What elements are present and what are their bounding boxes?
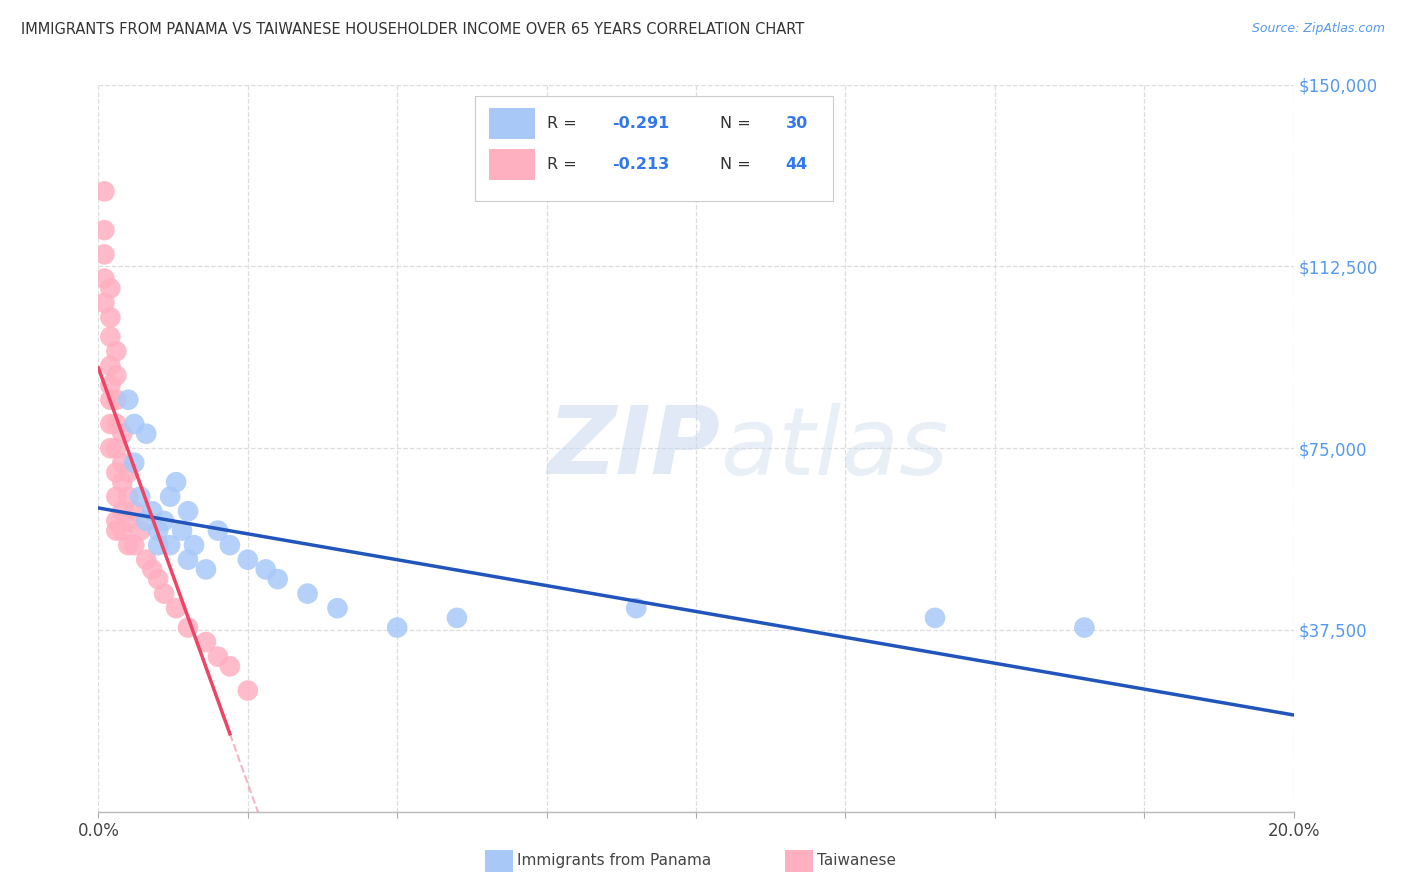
- Point: [117, 392, 139, 407]
- Point: [207, 524, 229, 538]
- Point: [105, 524, 128, 538]
- Point: [129, 524, 152, 538]
- Point: [446, 611, 468, 625]
- Point: [177, 552, 200, 566]
- Point: [111, 475, 134, 490]
- Point: [148, 572, 170, 586]
- Point: [98, 442, 122, 455]
- Point: [105, 514, 128, 528]
- Point: [117, 538, 139, 552]
- Point: [98, 417, 122, 431]
- Text: Source: ZipAtlas.com: Source: ZipAtlas.com: [1251, 22, 1385, 36]
- Point: [165, 475, 187, 490]
- Point: [98, 378, 122, 392]
- Point: [117, 514, 139, 528]
- Point: [159, 538, 181, 552]
- Point: [117, 466, 139, 480]
- Text: R =: R =: [547, 116, 582, 131]
- Point: [124, 417, 146, 431]
- Text: Immigrants from Panama: Immigrants from Panama: [517, 853, 711, 868]
- Point: [236, 552, 259, 566]
- Text: Taiwanese: Taiwanese: [817, 853, 896, 868]
- Point: [1073, 621, 1095, 635]
- Point: [105, 442, 128, 455]
- Point: [93, 271, 115, 285]
- Point: [93, 247, 115, 261]
- Point: [254, 562, 277, 576]
- Point: [135, 426, 157, 441]
- Point: [141, 562, 163, 576]
- Point: [124, 504, 146, 518]
- Point: [172, 524, 194, 538]
- Point: [159, 490, 181, 504]
- Point: [135, 514, 157, 528]
- Point: [148, 524, 170, 538]
- Text: N =: N =: [720, 116, 756, 131]
- Point: [177, 621, 200, 635]
- Point: [129, 490, 152, 504]
- Point: [267, 572, 290, 586]
- Point: [98, 281, 122, 295]
- Point: [177, 504, 200, 518]
- Point: [105, 368, 128, 383]
- Point: [626, 601, 648, 615]
- Point: [141, 504, 163, 518]
- Point: [105, 466, 128, 480]
- Point: [195, 562, 218, 576]
- Text: N =: N =: [720, 157, 756, 172]
- Point: [385, 621, 409, 635]
- Text: IMMIGRANTS FROM PANAMA VS TAIWANESE HOUSEHOLDER INCOME OVER 65 YEARS CORRELATION: IMMIGRANTS FROM PANAMA VS TAIWANESE HOUS…: [21, 22, 804, 37]
- FancyBboxPatch shape: [475, 95, 834, 201]
- Text: 44: 44: [786, 157, 808, 172]
- Point: [153, 514, 176, 528]
- Point: [111, 426, 134, 441]
- Point: [93, 296, 115, 310]
- Point: [195, 635, 218, 649]
- Point: [219, 538, 242, 552]
- Point: [111, 456, 134, 470]
- FancyBboxPatch shape: [489, 150, 534, 180]
- Point: [98, 392, 122, 407]
- Point: [105, 417, 128, 431]
- Point: [148, 538, 170, 552]
- Point: [124, 538, 146, 552]
- Point: [924, 611, 946, 625]
- Text: R =: R =: [547, 157, 582, 172]
- Text: -0.291: -0.291: [613, 116, 669, 131]
- Text: -0.213: -0.213: [613, 157, 669, 172]
- Point: [93, 185, 115, 199]
- Point: [111, 504, 134, 518]
- Point: [219, 659, 242, 673]
- Text: 30: 30: [786, 116, 808, 131]
- Text: atlas: atlas: [720, 402, 948, 494]
- Point: [98, 359, 122, 373]
- Point: [98, 330, 122, 344]
- Point: [98, 310, 122, 325]
- Point: [297, 587, 319, 601]
- FancyBboxPatch shape: [489, 108, 534, 138]
- Point: [111, 524, 134, 538]
- Point: [93, 223, 115, 237]
- Point: [236, 683, 259, 698]
- Point: [326, 601, 349, 615]
- Point: [124, 456, 146, 470]
- Text: ZIP: ZIP: [547, 402, 720, 494]
- Point: [105, 490, 128, 504]
- Point: [183, 538, 205, 552]
- Point: [165, 601, 187, 615]
- Point: [105, 392, 128, 407]
- Point: [117, 490, 139, 504]
- Point: [105, 344, 128, 359]
- Point: [135, 552, 157, 566]
- Point: [153, 587, 176, 601]
- Point: [207, 649, 229, 664]
